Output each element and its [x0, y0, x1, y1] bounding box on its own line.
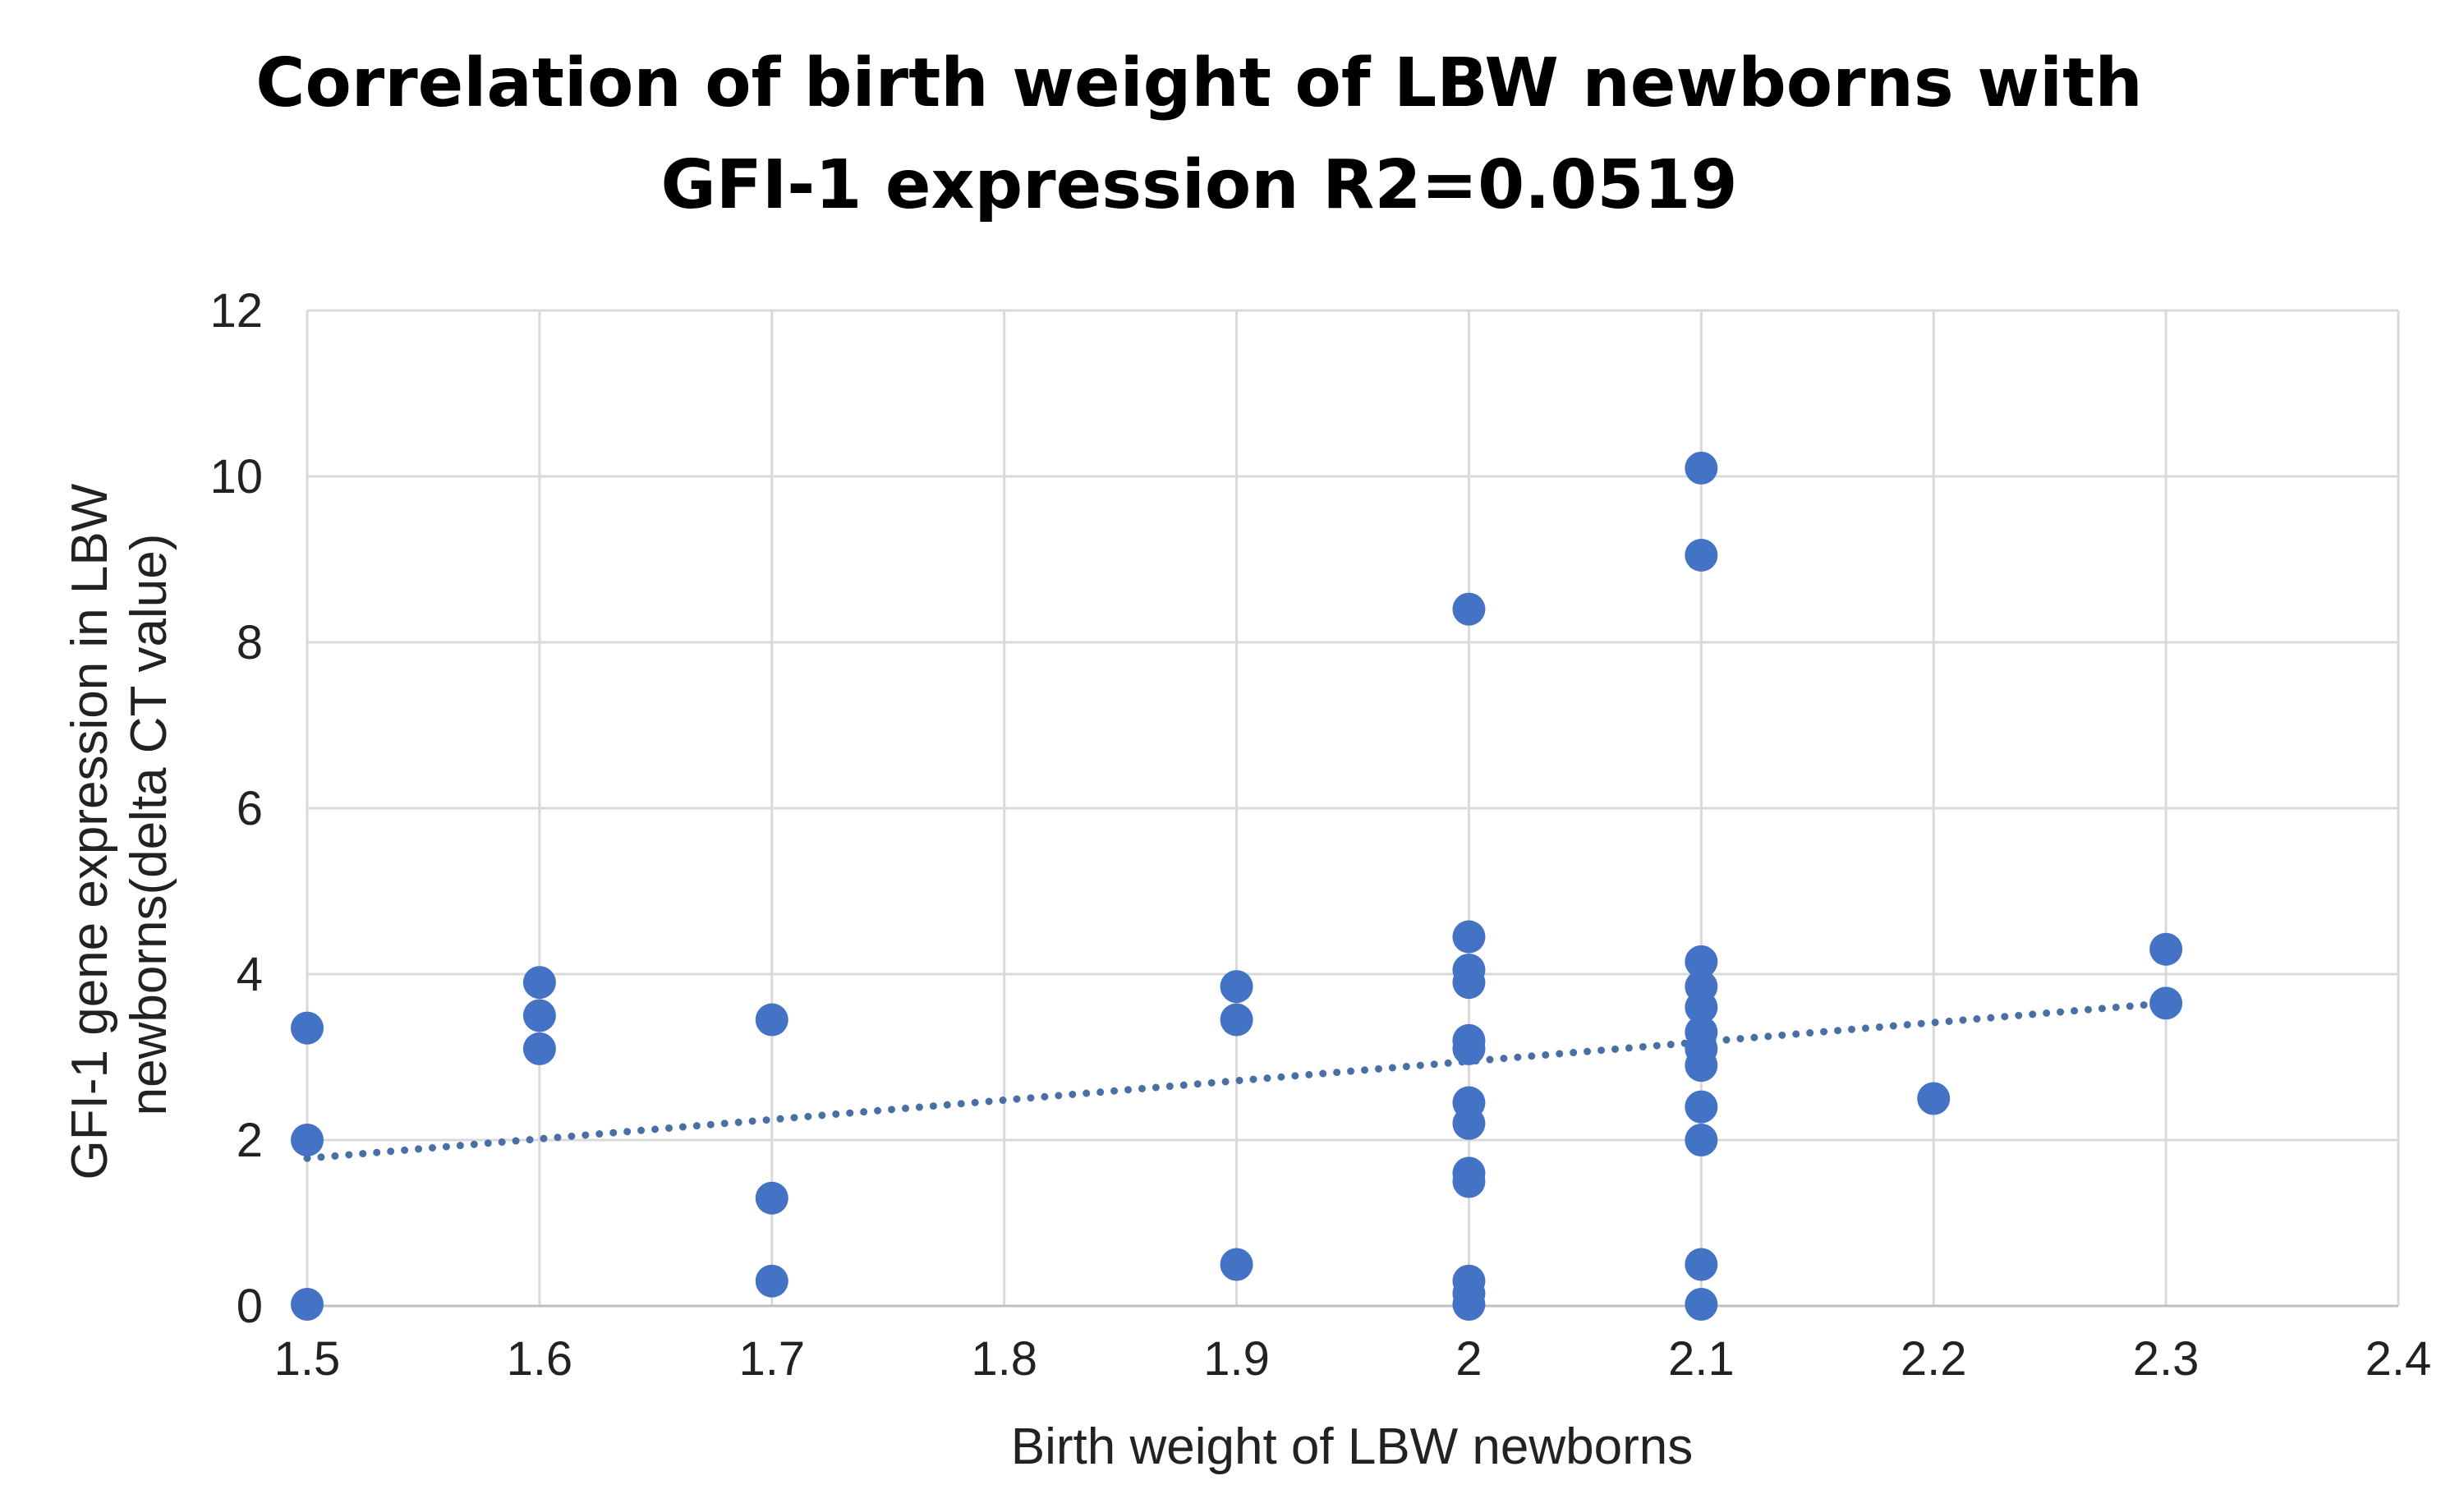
data-points: [291, 451, 2183, 1321]
y-axis-title-line-2: newborns(delta CT value): [121, 534, 177, 1116]
data-point: [1452, 1287, 1486, 1321]
y-tick-label: 0: [237, 1280, 263, 1333]
x-tick-label: 1.9: [1203, 1332, 1270, 1386]
x-tick-label: 1.5: [274, 1332, 341, 1386]
y-tick-label: 4: [237, 948, 263, 1001]
data-point: [1685, 945, 1718, 978]
x-tick-label: 2.2: [1901, 1332, 1967, 1386]
data-point: [1685, 1124, 1718, 1156]
y-tick-label: 2: [237, 1114, 263, 1167]
data-point: [1452, 592, 1486, 626]
data-point: [291, 1124, 324, 1156]
data-point: [1220, 1003, 1253, 1037]
grid: [306, 309, 2400, 1306]
data-point: [1220, 1248, 1253, 1281]
tick-labels: 0 2 4 6 8 10 12 1.5 1.6 1.7 1.8 1.9 2 2.1 2.2 2.3 2.4: [209, 284, 2431, 1386]
data-point: [1685, 991, 1718, 1024]
y-tick-label: 6: [237, 782, 263, 835]
data-point: [1685, 1287, 1718, 1321]
data-point: [1685, 1090, 1718, 1124]
y-tick-label: 8: [237, 616, 263, 669]
x-tick-label: 2: [1455, 1332, 1482, 1386]
data-point: [1685, 538, 1718, 572]
chart-title: Correlation of birth weight of LBW newbo…: [0, 33, 2398, 237]
x-axis-title: Birth weight of LBW newborns: [1011, 1418, 1694, 1475]
trendline: [303, 999, 2170, 1162]
data-point: [755, 1181, 788, 1215]
data-point: [2149, 986, 2183, 1020]
data-point: [1220, 970, 1253, 1004]
data-point: [1685, 451, 1718, 485]
data-point: [291, 1011, 324, 1045]
data-point: [1685, 1049, 1718, 1083]
x-tick-label: 2.1: [1668, 1332, 1735, 1386]
chart-title-line-2: GFI-1 expression R2=0.0519: [660, 146, 1738, 224]
data-point: [522, 999, 556, 1032]
data-point: [755, 1264, 788, 1298]
x-tick-label: 2.4: [2365, 1332, 2432, 1386]
data-point: [1685, 1248, 1718, 1281]
x-tick-label: 1.6: [507, 1332, 573, 1386]
x-tick-label: 1.7: [738, 1332, 805, 1386]
data-point: [1452, 966, 1486, 1000]
data-point: [755, 1003, 788, 1037]
trendline-layer: [303, 999, 2170, 1162]
data-point: [1452, 1165, 1486, 1198]
y-tick-label: 10: [209, 450, 263, 503]
data-point: [1452, 920, 1486, 954]
data-point: [1452, 1032, 1486, 1065]
y-tick-label: 12: [209, 284, 263, 338]
data-point: [522, 1032, 556, 1065]
data-point: [522, 966, 556, 1000]
y-axis-title-line-1: GFI-1 gene expression in LBW: [62, 483, 118, 1179]
data-point: [291, 1287, 324, 1321]
chart-title-line-1: Correlation of birth weight of LBW newbo…: [255, 44, 2143, 122]
y-axis-title: GFI-1 gene expression in LBW newborns(de…: [62, 470, 177, 1180]
x-tick-label: 1.8: [971, 1332, 1037, 1386]
x-tick-label: 2.3: [2133, 1332, 2200, 1386]
data-point: [1917, 1082, 1951, 1115]
data-point: [1452, 1106, 1486, 1140]
data-point: [2149, 932, 2183, 966]
